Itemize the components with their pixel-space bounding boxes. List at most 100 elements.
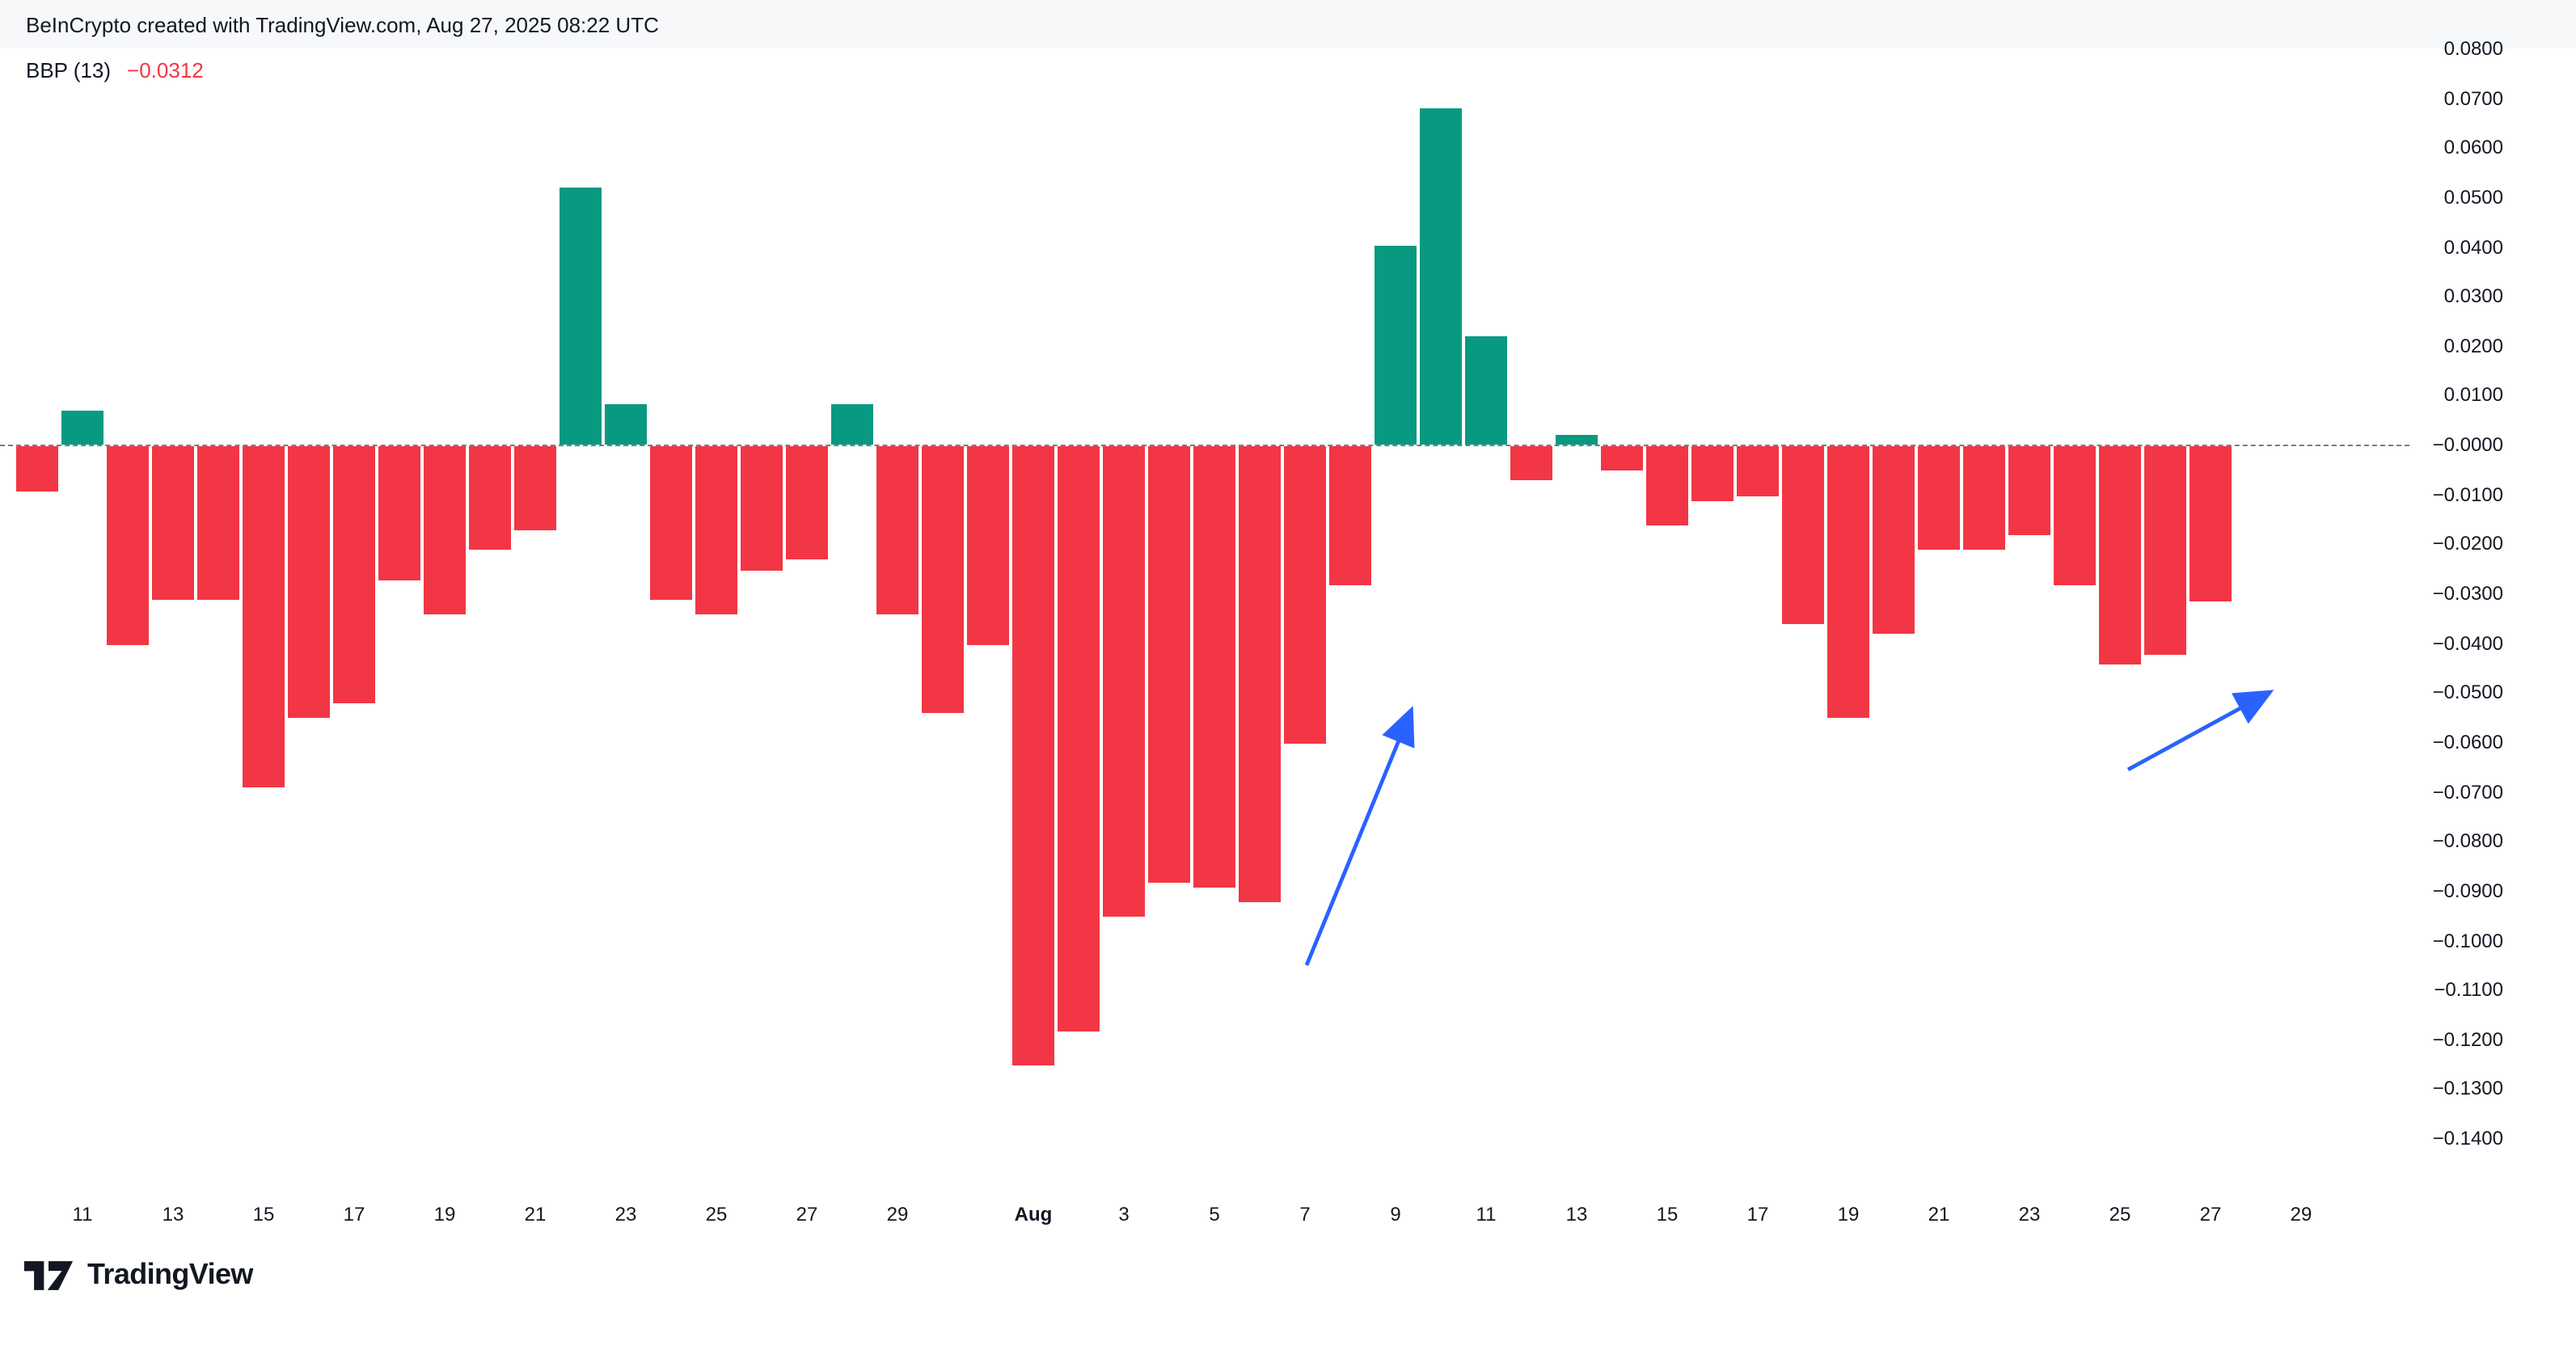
price-tick-label: −0.0100 (2432, 483, 2503, 506)
price-tick-label: 0.0400 (2443, 235, 2503, 259)
price-tick-label: −0.1000 (2432, 929, 2503, 952)
histogram-bar (1510, 446, 1552, 481)
time-tick-label: 15 (1656, 1203, 1679, 1226)
time-tick-label: 17 (343, 1203, 365, 1226)
time-tick-label: 7 (1299, 1203, 1311, 1226)
histogram-bar (333, 446, 375, 704)
histogram-bar (2054, 446, 2096, 585)
time-tick-label: 29 (886, 1203, 909, 1226)
histogram-bar (197, 446, 239, 600)
histogram-bar (1873, 446, 1915, 635)
histogram-bar (1601, 446, 1643, 471)
histogram-bar (2190, 446, 2232, 601)
time-tick-label: 3 (1118, 1203, 1130, 1226)
histogram-bar (61, 410, 103, 445)
header-bar: BeInCrypto created with TradingView.com,… (0, 0, 2576, 49)
histogram-bar (1375, 246, 1417, 445)
price-tick-label: 0.0700 (2443, 86, 2503, 110)
histogram-bar (695, 446, 737, 615)
price-tick-label: −0.0600 (2432, 730, 2503, 753)
time-axis[interactable]: 11 13 15 17 19 21 23 25 27 29 Aug 3 5 7 9 11 13 15 17 19 21 2… (0, 1188, 2409, 1243)
histogram-bar (1284, 446, 1326, 744)
indicator-name[interactable]: BBP (13) (26, 58, 112, 82)
histogram-bar (1329, 446, 1371, 585)
time-tick-label: 5 (1209, 1203, 1220, 1226)
price-tick-label: −0.0500 (2432, 681, 2503, 704)
histogram-bar (605, 404, 647, 445)
tradingview-logo-icon (23, 1260, 74, 1289)
histogram-bar (831, 404, 873, 445)
price-tick-label: −0.1300 (2432, 1077, 2503, 1100)
price-tick-label: −0.0400 (2432, 631, 2503, 655)
histogram-bar (107, 446, 149, 645)
histogram-bar (469, 446, 511, 551)
price-axis[interactable]: 0.0800 0.0700 0.0600 0.0500 0.0400 0.0300 0.02… (2409, 0, 2576, 1188)
histogram-bar (243, 446, 285, 788)
time-tick-label: 27 (796, 1203, 818, 1226)
price-tick-label: −0.1100 (2434, 978, 2503, 1002)
chart-pane[interactable] (0, 0, 2409, 1188)
price-tick-label: −0.0300 (2432, 582, 2503, 605)
price-tick-label: 0.0800 (2443, 37, 2503, 60)
tradingview-wordmark: TradingView (87, 1258, 253, 1290)
histogram-bar (16, 446, 58, 491)
price-tick-label: −0.1200 (2432, 1027, 2503, 1051)
histogram-bar (1963, 446, 2005, 551)
time-tick-label: 9 (1390, 1203, 1401, 1226)
indicator-legend[interactable]: BBP (13) −0.0312 (26, 58, 204, 82)
histogram-bar (876, 446, 918, 615)
price-tick-label: 0.0500 (2443, 185, 2503, 209)
price-tick-label: −0.0700 (2432, 780, 2503, 804)
histogram-bar (1058, 446, 1100, 1031)
time-tick-label: 13 (162, 1203, 184, 1226)
histogram-bar (967, 446, 1009, 645)
time-tick-label: 25 (2109, 1203, 2131, 1226)
tradingview-brand[interactable]: TradingView (23, 1258, 253, 1292)
time-tick-label: 27 (2199, 1203, 2222, 1226)
histogram-bar (1148, 446, 1190, 883)
histogram-bar (288, 446, 330, 719)
time-tick-label: 21 (1928, 1203, 1950, 1226)
histogram-bar (650, 446, 692, 600)
histogram-bar (1012, 446, 1054, 1065)
indicator-value: −0.0312 (127, 58, 204, 82)
histogram-bar (2008, 446, 2050, 536)
histogram-bar (1103, 446, 1145, 918)
time-tick-label: 19 (1837, 1203, 1860, 1226)
time-tick-label: 11 (72, 1203, 93, 1226)
time-tick-label: 29 (2290, 1203, 2312, 1226)
chart-title: BeInCrypto created with TradingView.com,… (26, 12, 659, 36)
price-tick-label: −0.0000 (2432, 433, 2503, 457)
price-tick-label: 0.0600 (2443, 136, 2503, 159)
histogram-bar (1918, 446, 1960, 551)
histogram-bar (1465, 335, 1507, 445)
time-tick-label: 23 (614, 1203, 637, 1226)
histogram-bar (1737, 446, 1779, 496)
histogram-bar (2099, 446, 2141, 664)
histogram-bar (152, 446, 194, 600)
time-tick-label: 25 (705, 1203, 728, 1226)
histogram-bar (1691, 446, 1734, 501)
price-tick-label: −0.0800 (2432, 829, 2503, 853)
histogram-bar (741, 446, 783, 571)
histogram-bar (1193, 446, 1235, 888)
histogram-bar (514, 446, 556, 531)
price-tick-label: 0.0200 (2443, 334, 2503, 357)
histogram-bar (378, 446, 420, 580)
histogram-bar (922, 446, 964, 714)
histogram-bar (786, 446, 828, 560)
price-tick-label: −0.1400 (2432, 1127, 2503, 1150)
time-tick-label: Aug (1014, 1203, 1053, 1226)
histogram-bar (560, 187, 602, 445)
price-tick-label: 0.0300 (2443, 285, 2503, 308)
histogram-bar (1646, 446, 1688, 526)
time-tick-label: 17 (1746, 1203, 1769, 1226)
time-tick-label: 19 (433, 1203, 456, 1226)
histogram-bar (1556, 434, 1598, 445)
price-tick-label: −0.0200 (2432, 532, 2503, 555)
price-tick-label: −0.0900 (2432, 879, 2503, 902)
histogram-bar (1827, 446, 1869, 719)
time-tick-label: 23 (2018, 1203, 2041, 1226)
histogram-bar (1239, 446, 1281, 902)
